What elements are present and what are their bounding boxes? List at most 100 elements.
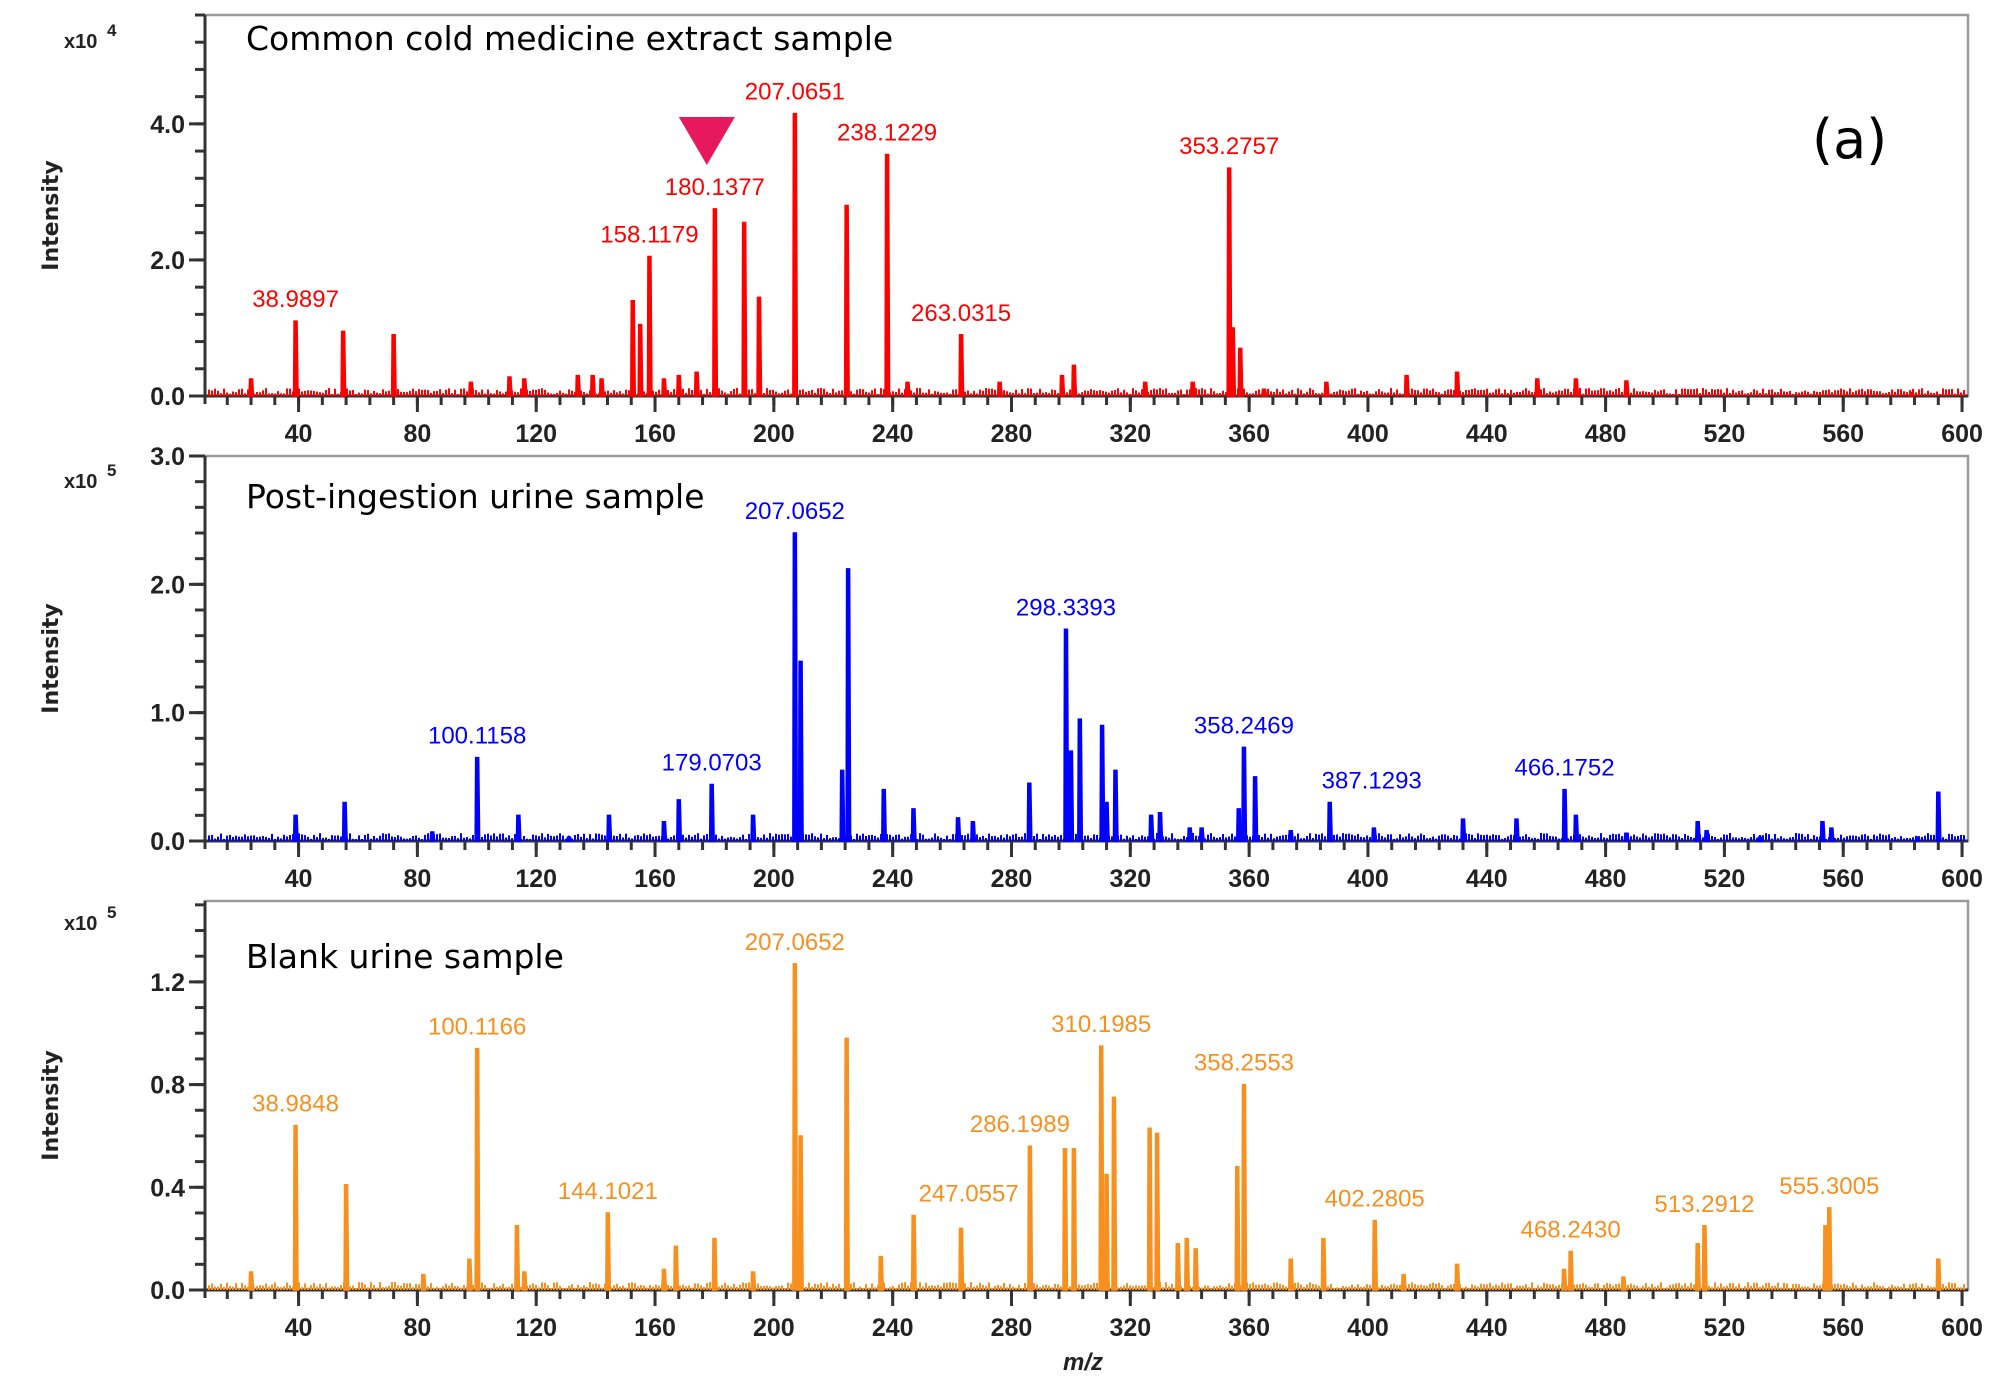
x-tick-label: 320 — [1109, 420, 1151, 448]
spectrum-peak — [1694, 1243, 1701, 1291]
y-axis-title: Intensity — [39, 160, 64, 270]
x-tick-label: 480 — [1585, 865, 1627, 893]
spectrum-peak — [958, 334, 965, 397]
spectrum-peak — [598, 378, 605, 397]
spectrum-peak — [1103, 1173, 1110, 1291]
spectrum-peak — [606, 814, 613, 842]
peak-label: 38.9848 — [252, 1091, 339, 1118]
peak-label: 180.1377 — [665, 174, 765, 201]
spectrum-peak — [1192, 1248, 1199, 1291]
peak-label: 513.2912 — [1654, 1191, 1754, 1218]
spectrum-peak — [1098, 1045, 1105, 1291]
x-tick-label: 80 — [403, 865, 431, 893]
spectrum-peak — [792, 532, 799, 842]
spectrum-peak — [390, 334, 397, 397]
x-tick-label: 280 — [991, 865, 1033, 893]
spectrum-peak — [843, 204, 850, 397]
x-tick-label: 200 — [753, 420, 795, 448]
x-tick-label: 200 — [753, 865, 795, 893]
spectrum-peak — [910, 1214, 917, 1291]
spectrum-peak — [1573, 378, 1580, 397]
spectrum-peak — [1757, 836, 1764, 842]
y-tick-label: 1.0 — [150, 700, 185, 728]
y-axis-title: Intensity — [39, 603, 64, 713]
x-tick-label: 400 — [1347, 865, 1389, 893]
spectrum-peak — [1198, 827, 1205, 842]
x-tick-label: 40 — [285, 1314, 313, 1342]
spectrum-peak — [741, 221, 748, 397]
x-tick-label: 360 — [1228, 865, 1270, 893]
spectrum-peak — [1157, 812, 1164, 842]
peak-label: 468.2430 — [1521, 1216, 1621, 1243]
x-tick-label: 360 — [1228, 1314, 1270, 1342]
spectrum-peak — [797, 660, 804, 842]
y-tick-label: 3.0 — [150, 443, 185, 471]
spectrum-peak — [1287, 1258, 1294, 1291]
spectrum-peak — [1703, 829, 1710, 842]
spectrum-peak — [1186, 827, 1194, 842]
spectrum-peak — [341, 801, 348, 842]
peak-label: 179.0703 — [662, 750, 762, 777]
spectrum-peak — [1623, 832, 1630, 842]
x-tick-label: 320 — [1109, 865, 1151, 893]
spectrum-peak — [248, 1271, 255, 1291]
x-tick-label: 280 — [991, 420, 1033, 448]
spectrum-peak — [1819, 821, 1826, 842]
spectrum-peak — [1142, 381, 1149, 397]
x-tick-label: 600 — [1941, 1314, 1983, 1342]
spectrum-peak — [1071, 364, 1078, 397]
spectrum-peak — [673, 1245, 680, 1291]
x-axis-title: m/z — [1063, 1349, 1103, 1376]
x-tick-label: 80 — [403, 420, 431, 448]
spectrum-peak — [839, 769, 846, 842]
x-tick-label: 440 — [1466, 1314, 1508, 1342]
peak-label: 207.0652 — [745, 498, 845, 525]
x-tick-label: 520 — [1704, 1314, 1746, 1342]
spectrum-peak — [1826, 1207, 1833, 1291]
x-tick-label: 600 — [1941, 420, 1983, 448]
panel-title: Post-ingestion urine sample — [246, 477, 705, 516]
peak-label: 207.0651 — [745, 79, 845, 106]
peak-label: 555.3005 — [1779, 1173, 1879, 1200]
y-tick-label: 0.0 — [150, 828, 185, 856]
spectrum-peak — [420, 1273, 427, 1291]
spectrum-peak — [1323, 381, 1330, 397]
panel-title: Common cold medicine extract sample — [246, 19, 893, 58]
x-tick-label: 360 — [1228, 420, 1270, 448]
spectrum-peak — [797, 1135, 804, 1291]
y-tick-label: 2.0 — [150, 247, 185, 275]
spectrum-peak — [1183, 1237, 1191, 1291]
x-tick-label: 160 — [634, 1314, 676, 1342]
spectrum-peak — [1175, 1243, 1182, 1291]
peak-label: 100.1158 — [428, 723, 526, 750]
x-tick-label: 480 — [1585, 420, 1627, 448]
spectrum-peak — [429, 831, 436, 842]
y-tick-label: 4.0 — [150, 111, 185, 139]
x-tick-label: 560 — [1822, 865, 1864, 893]
peak-label: 207.0652 — [745, 929, 845, 956]
spectrum-peak — [1534, 378, 1541, 397]
y-tick-label: 0.0 — [150, 383, 185, 411]
spectrum-peak — [1068, 750, 1075, 842]
spectrum-peak — [1454, 1263, 1461, 1291]
x-tick-label: 440 — [1466, 420, 1508, 448]
spectrum-peak — [1908, 391, 1916, 397]
x-tick-label: 240 — [872, 865, 914, 893]
spectrum-peak — [1701, 1225, 1708, 1291]
peak-label: 286.1989 — [970, 1111, 1070, 1138]
panel-cold-medicine: 0.0 2.0 4.0 x10 4 Intensity 40 80 120 160 200 240 28… — [39, 13, 1983, 448]
x-tick-label: 40 — [285, 865, 313, 893]
x-tick-label: 480 — [1585, 1314, 1627, 1342]
spectrum-peak — [474, 1047, 481, 1291]
spectrum-peak — [1237, 347, 1244, 397]
spectrum-peak — [1230, 327, 1237, 397]
spectrum-peak — [1623, 380, 1630, 397]
y-multiplier-label: x10 — [64, 471, 97, 493]
x-tick-label: 520 — [1704, 420, 1746, 448]
spectrum-peak — [1460, 818, 1467, 842]
spectrum-peak — [1146, 1127, 1153, 1291]
spectrum-peak — [955, 817, 962, 842]
panel-letter: (a) — [1812, 108, 1887, 171]
spectrum-peak — [1189, 381, 1197, 397]
spectrum-peak — [1828, 827, 1835, 842]
